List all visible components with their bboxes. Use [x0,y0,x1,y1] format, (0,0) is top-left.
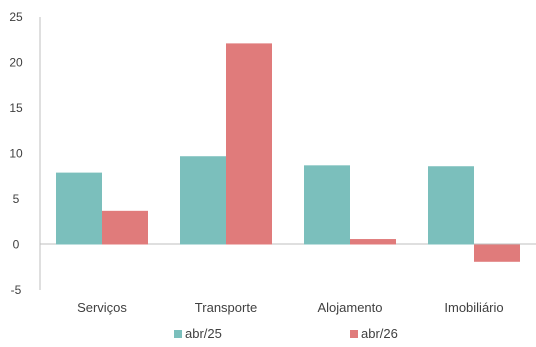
category-label: Serviços [77,300,127,315]
legend-label: abr/26 [361,326,398,341]
y-tick-label: 5 [13,192,20,206]
y-tick-label: 15 [9,101,23,115]
bar-abr-25-2 [180,156,226,245]
bars [56,43,520,262]
bar-abr-26-1 [102,210,148,245]
bar-abr-25-1 [56,172,102,245]
x-axis-labels: Serviços Transporte Alojamento Imobiliário [77,300,504,315]
category-label: Alojamento [317,300,382,315]
y-tick-label: 0 [13,238,20,252]
bar-abr-25-3 [304,165,350,245]
bar-abr-25-4 [428,166,474,245]
category-label: Imobiliário [444,300,503,315]
bar-abr-26-4 [474,244,520,262]
legend-swatch [174,330,182,338]
bar-abr-26-3 [350,239,396,245]
legend-label: abr/25 [185,326,222,341]
legend-swatch [350,330,358,338]
y-tick-label: 25 [9,10,23,24]
y-tick-label: -5 [11,283,22,297]
y-axis-ticks: 25 20 15 10 5 0 -5 [9,10,23,297]
y-tick-label: 10 [9,147,23,161]
category-label: Transporte [195,300,257,315]
y-tick-label: 20 [9,56,23,70]
legend: abr/25 abr/26 [174,326,398,341]
bar-abr-26-2 [226,43,272,245]
